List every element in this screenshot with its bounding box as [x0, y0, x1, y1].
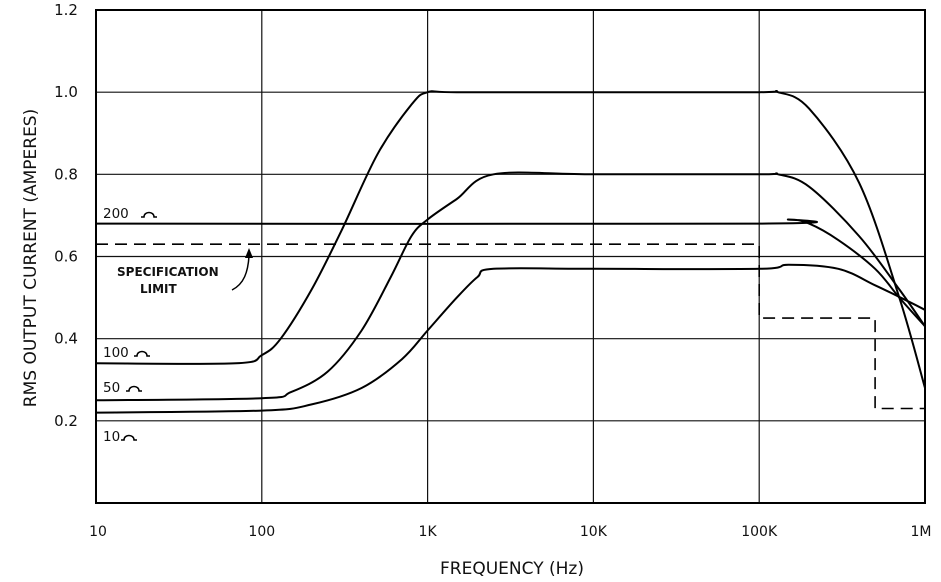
label-10-ohm: 10	[103, 429, 137, 445]
spec-arrow-line	[231, 255, 250, 291]
y-tick-label: 0.4	[54, 330, 78, 348]
plot-frame	[95, 9, 926, 504]
y-axis-label: RMS OUTPUT CURRENT (AMPERES)	[21, 109, 41, 407]
spec-label-line1: SPECIFICATION	[117, 265, 219, 279]
ohm-symbol-icon	[121, 434, 137, 441]
y-tick-label: 0.8	[54, 165, 78, 183]
x-tick-label: 100K	[741, 524, 778, 540]
x-tick-label: 10	[89, 524, 107, 540]
label-200-ohm-value: 200	[103, 206, 129, 222]
arrow-head-icon	[245, 248, 253, 258]
x-tick-labels: 10 100 1K 10K 100K 1M	[89, 524, 931, 540]
series-line-50-ohm	[95, 171, 926, 402]
ohm-symbol-icon	[141, 211, 157, 218]
spec-label-line2: LIMIT	[140, 282, 178, 296]
label-200-ohm: 200	[103, 206, 157, 222]
specification-limit-annotation: SPECIFICATION LIMIT	[117, 248, 253, 296]
x-tick-label: 100	[248, 524, 275, 540]
y-tick-label: 0.2	[54, 412, 78, 430]
series-line-10-ohm	[95, 263, 926, 414]
x-tick-label: 10K	[580, 524, 608, 540]
ohm-symbol-icon	[126, 385, 142, 392]
specification-limit-line	[96, 243, 925, 410]
y-tick-label: 0.6	[54, 248, 78, 266]
curves-group	[95, 89, 926, 414]
x-tick-label: 1K	[419, 524, 438, 540]
y-tick-label: 1.0	[54, 83, 78, 101]
label-10-ohm-value: 10	[103, 429, 120, 445]
label-100-ohm-value: 100	[103, 345, 129, 361]
label-50-ohm: 50	[103, 380, 142, 396]
series-line-200-ohm	[95, 218, 926, 327]
x-axis-label: FREQUENCY (Hz)	[440, 559, 584, 579]
specification-limit-group	[96, 243, 925, 410]
series-line-100-ohm	[95, 89, 926, 389]
label-100-ohm: 100	[103, 345, 150, 361]
x-tick-label: 1M	[911, 524, 932, 540]
label-50-ohm-value: 50	[103, 380, 120, 396]
y-tick-labels: 0.2 0.4 0.6 0.8 1.0 1.2	[54, 1, 78, 430]
grid-lines	[96, 10, 925, 503]
y-tick-label: 1.2	[54, 1, 78, 19]
ohm-symbol-icon	[134, 350, 150, 357]
